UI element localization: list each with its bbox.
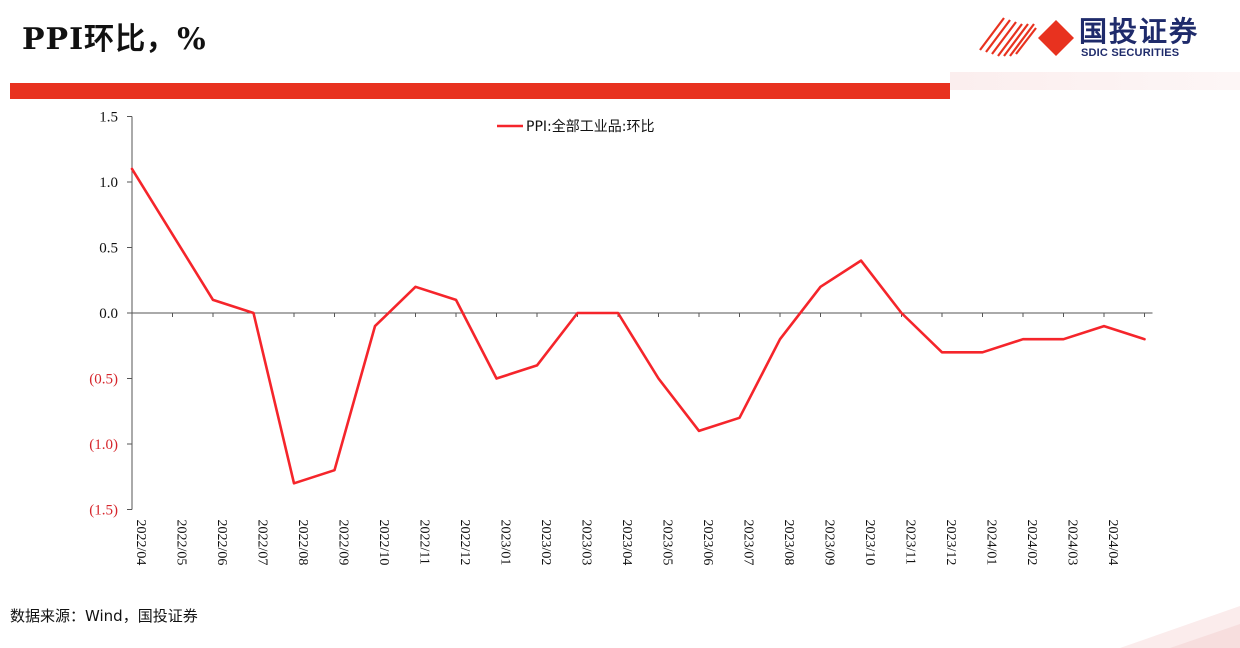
x-tick-label: 2022/07 xyxy=(255,520,270,566)
legend-label: PPI:全部工业品:环比 xyxy=(526,118,654,135)
x-tick-label: 2023/08 xyxy=(781,520,796,566)
logo-name: 国投证券 xyxy=(1079,15,1200,48)
series-line xyxy=(130,167,1146,485)
x-tick-label: 2023/02 xyxy=(538,520,553,566)
x-tick-label: 2023/07 xyxy=(741,520,756,566)
y-tick-label: (1.0) xyxy=(89,437,118,453)
chart-legend: PPI:全部工业品:环比 xyxy=(497,118,654,135)
logo-english-name: SDIC SECURITIES xyxy=(1081,47,1180,59)
x-tick-label: 2024/04 xyxy=(1105,520,1120,566)
x-tick-label: 2023/10 xyxy=(862,520,877,566)
source-note: 数据来源：Wind，国投证券 xyxy=(10,607,198,625)
slide-title: PPI环比，% xyxy=(22,22,207,57)
y-tick-label: 0.0 xyxy=(99,306,118,322)
x-tick-label: 2022/11 xyxy=(417,520,432,565)
x-tick-label: 2023/09 xyxy=(822,520,837,566)
x-tick-label: 2022/10 xyxy=(376,520,391,566)
x-tick-label: 2023/03 xyxy=(579,520,594,566)
title-bar xyxy=(10,83,950,99)
chart-series xyxy=(130,167,1146,485)
x-tick-label: 2023/05 xyxy=(660,520,675,566)
title-bar-fade xyxy=(950,72,1240,90)
logo-stripes-icon xyxy=(979,17,1074,57)
x-tick-label: 2022/09 xyxy=(336,520,351,566)
x-tick-label: 2022/05 xyxy=(174,520,189,566)
company-logo: 国投证券 SDIC SECURITIES xyxy=(978,10,1223,66)
y-tick-label: 1.5 xyxy=(99,110,118,126)
x-tick-label: 2022/04 xyxy=(133,520,148,566)
y-tick-label: (0.5) xyxy=(89,372,118,388)
x-tick-label: 2022/08 xyxy=(295,520,310,566)
corner-decoration xyxy=(1120,606,1240,648)
x-tick-label: 2024/01 xyxy=(984,520,999,566)
x-tick-label: 2022/06 xyxy=(214,520,229,566)
x-tick-label: 2023/12 xyxy=(943,520,958,566)
x-tick-label: 2024/03 xyxy=(1065,520,1080,566)
chart-ticks: 1.5 1.0 0.5 0.0 (0.5) (1.0) (1.5) 2022/04 2022/0… xyxy=(89,110,1145,566)
y-tick-label: 1.0 xyxy=(99,175,118,191)
x-tick-label: 2023/06 xyxy=(700,520,715,566)
y-tick-label: 0.5 xyxy=(99,241,118,257)
x-tick-label: 2023/11 xyxy=(903,520,918,565)
x-tick-label: 2023/04 xyxy=(619,520,634,566)
x-tick-label: 2023/01 xyxy=(498,520,513,566)
y-tick-label: (1.5) xyxy=(89,503,118,519)
x-tick-label: 2024/02 xyxy=(1024,520,1039,566)
x-tick-label: 2022/12 xyxy=(457,520,472,566)
